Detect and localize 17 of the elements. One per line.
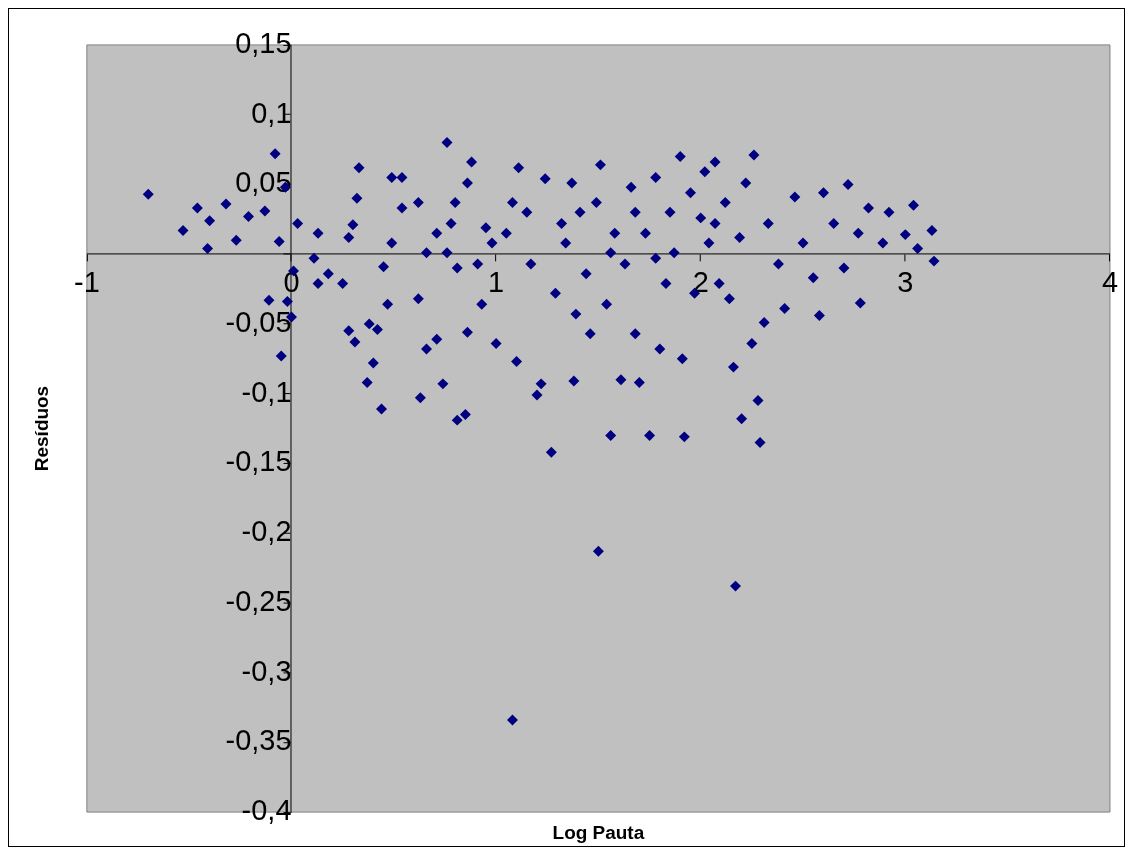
y-tick-label: -0,35 [225, 724, 292, 757]
y-tick-label: 0,05 [235, 166, 292, 199]
x-tick-label: -1 [74, 266, 100, 299]
x-tick-label: 3 [897, 266, 914, 299]
x-axis-title: Log Pauta [552, 821, 645, 843]
y-tick-label: -0,15 [225, 445, 292, 478]
y-tick-label: -0,4 [241, 794, 292, 827]
y-tick-label: -0,25 [225, 584, 292, 617]
x-tick-label: 1 [488, 266, 505, 299]
y-tick-label: -0,2 [241, 515, 292, 548]
y-tick-label: -0,3 [241, 654, 292, 687]
y-tick-label: 0,1 [251, 96, 292, 129]
y-tick-label: -0,05 [225, 305, 292, 338]
x-tick-label: 4 [1101, 266, 1119, 299]
y-tick-label: 0,15 [235, 26, 292, 59]
y-axis-title: Resíduos [31, 385, 53, 472]
y-tick-label: -0,1 [241, 375, 292, 408]
